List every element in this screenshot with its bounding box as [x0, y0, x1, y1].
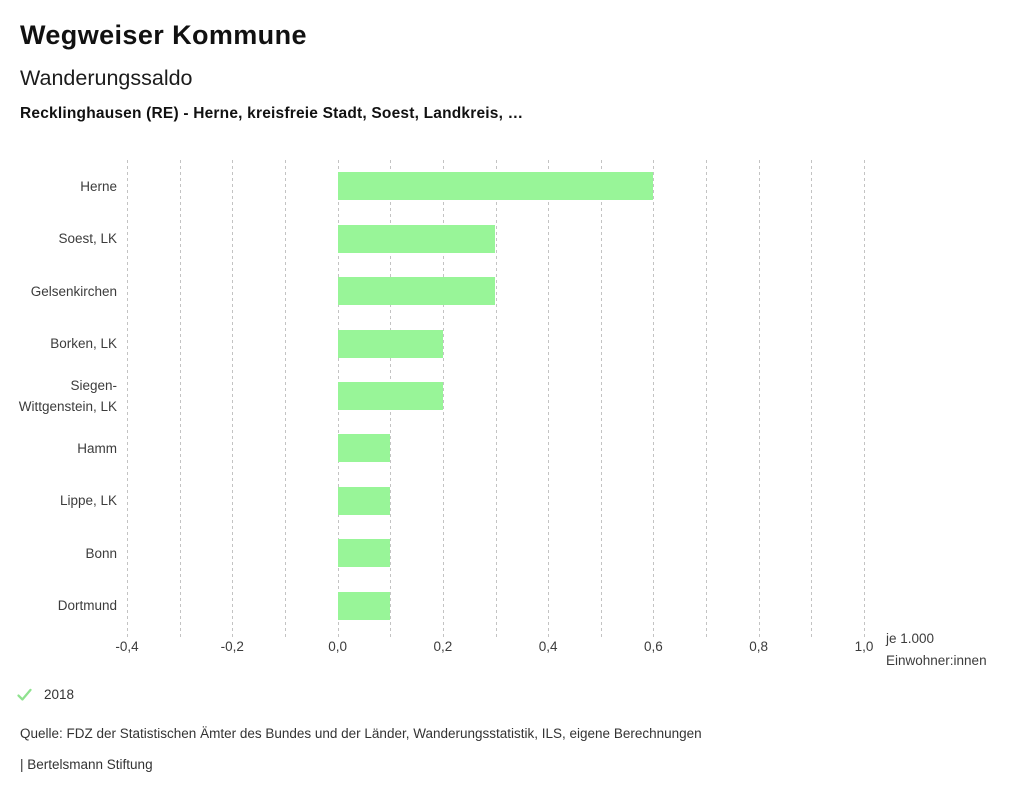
gridline [864, 160, 865, 637]
gridline [653, 160, 655, 637]
value-bar [337, 277, 496, 306]
legend: 2018 [16, 686, 74, 703]
branding-text: | Bertelsmann Stiftung [20, 757, 153, 772]
category-label: Lippe, LK [59, 493, 117, 509]
value-bar [337, 539, 391, 568]
x-tick-label: -0,2 [220, 639, 244, 654]
gridline [232, 160, 234, 637]
category-label: Borken, LK [50, 336, 117, 352]
category-label: Herne [80, 178, 117, 194]
gridline [706, 160, 708, 637]
gridline [284, 160, 286, 637]
x-tick-label: 1,0 [854, 639, 874, 654]
chart-title: Wanderungssaldo [20, 66, 193, 90]
chart-selection-subtitle: Recklinghausen (RE) - Herne, kreisfreie … [20, 105, 524, 122]
x-tick-label: 0,2 [433, 639, 453, 654]
x-tick-label: -0,4 [115, 639, 139, 654]
value-bar [337, 434, 391, 463]
value-bar [337, 382, 443, 410]
gridline [600, 160, 602, 637]
page-title: Wegweiser Kommune [20, 20, 307, 50]
value-bar [337, 486, 391, 515]
axis-unit-label: je 1.000 Einwohner:innen [886, 628, 987, 671]
checkmark-icon [17, 688, 32, 701]
gridline [127, 160, 128, 637]
category-label: Bonn [85, 545, 117, 561]
category-label: Hamm [77, 440, 117, 456]
gridline [442, 160, 444, 637]
category-label: Dortmund [57, 598, 117, 614]
category-label: Gelsenkirchen [30, 283, 117, 299]
legend-year-label: 2018 [44, 687, 75, 702]
x-tick-label: 0,8 [749, 639, 769, 654]
x-tick-label: 0,4 [538, 639, 558, 654]
gridline [495, 160, 497, 637]
x-tick-label: 0,6 [644, 639, 663, 654]
category-label: Siegen-Wittgenstein, LK [18, 377, 117, 414]
value-bar [337, 591, 391, 620]
axis-unit-line2: Einwohner:innen [886, 652, 987, 668]
axis-unit-line1: je 1.000 [886, 631, 935, 646]
gridline [548, 160, 550, 637]
value-bar [337, 172, 654, 201]
bar-chart: Herne Soest, LK Gelsenkirchen Borken, LK Sie… [18, 160, 987, 671]
gridline [758, 160, 760, 637]
gridline [811, 160, 813, 637]
category-label: Soest, LK [58, 231, 117, 247]
source-text: Quelle: FDZ der Statistischen Ämter des … [20, 726, 702, 741]
gridline [179, 160, 181, 637]
x-tick-label: 0,0 [328, 639, 347, 654]
value-bar [337, 224, 496, 253]
value-bar [337, 329, 443, 358]
